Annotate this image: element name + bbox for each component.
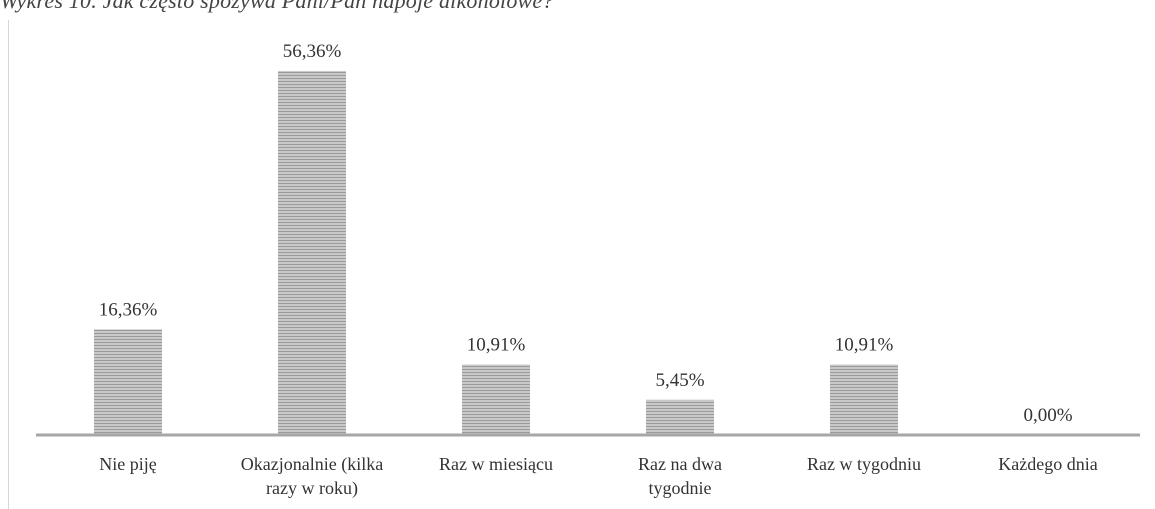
data-label-2: 56,36% <box>283 41 342 62</box>
bar-1 <box>94 329 162 435</box>
bar-4 <box>646 399 714 435</box>
category-label-6: Każdego dnia <box>998 454 1097 474</box>
category-label-3: Raz w miesiącu <box>439 454 553 474</box>
bar-3 <box>462 364 530 435</box>
bar-5 <box>830 364 898 435</box>
data-label-1: 16,36% <box>99 299 158 320</box>
category-label-1: Nie piję <box>99 454 156 474</box>
data-label-4: 5,45% <box>655 370 704 391</box>
category-label-5: Raz w tygodniu <box>807 454 921 474</box>
bar-2 <box>278 70 346 436</box>
chart-caption: Wykres 10. Jak często spożywa Pani/Pan n… <box>0 0 554 13</box>
labels-layer: 16,36% Nie piję 56,36% Okazjonalnie (kilka r… <box>99 41 1098 499</box>
category-label-4-line-1: Raz na dwa <box>638 454 722 474</box>
category-label-2-line-1: Okazjonalnie (kilka <box>241 454 383 475</box>
category-label-4-line-2: tygodnie <box>649 478 712 498</box>
chart-frame-border <box>8 20 9 509</box>
category-label-2-line-2: razy w roku) <box>266 478 358 499</box>
bars-layer <box>94 70 898 436</box>
data-label-5: 10,91% <box>835 335 894 356</box>
data-label-6: 0,00% <box>1023 405 1072 426</box>
data-label-3: 10,91% <box>467 335 526 356</box>
